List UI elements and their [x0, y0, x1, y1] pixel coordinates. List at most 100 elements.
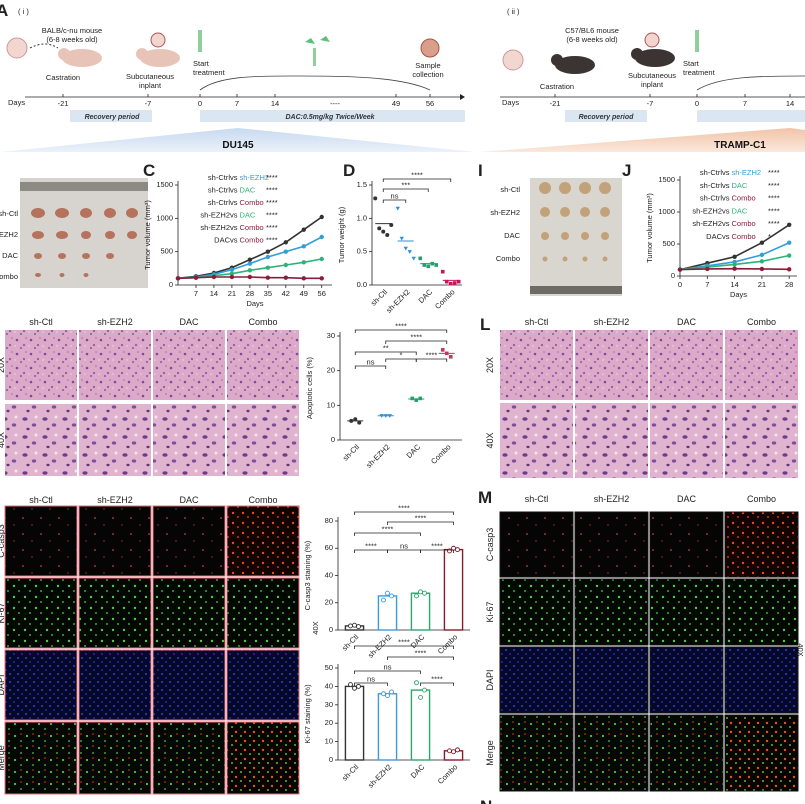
tick-label: -21: [58, 99, 69, 108]
micrograph: [226, 577, 300, 649]
x-tick-label: sh-EZH2: [384, 287, 411, 314]
y-tick-label: 0: [329, 625, 333, 634]
tumor-photo: [20, 178, 622, 296]
magnification: 40X: [311, 621, 320, 634]
y-tick-label: 1000: [658, 207, 675, 216]
point: [759, 252, 765, 258]
comparison-group: Combo: [732, 232, 756, 241]
y-tick-label: 40: [325, 570, 333, 579]
comparison-group: DAC: [214, 236, 230, 245]
x-tick-label: sh-Ctl: [341, 442, 361, 462]
label: Subcutaneous: [628, 71, 676, 80]
significance: ****: [431, 675, 443, 684]
panel-label: A: [0, 1, 8, 20]
point: [349, 418, 354, 423]
comparison-group: Combo: [240, 223, 264, 232]
y-tick-label: 10: [327, 400, 335, 409]
y-axis-title: C-casp3 staining (%): [303, 540, 312, 610]
comparison-group: Combo: [240, 198, 264, 207]
y-tick-label: 10: [325, 737, 333, 746]
micrograph: [227, 404, 299, 476]
significance: ****: [768, 194, 780, 203]
row-label: Combo: [496, 254, 520, 263]
numeral: ( i ): [18, 7, 29, 16]
micrograph: [500, 403, 573, 478]
micrograph: [5, 404, 77, 476]
row-label: sh-Ctl: [0, 209, 18, 218]
significance: ****: [415, 649, 427, 658]
significance: ****: [426, 351, 438, 360]
point: [440, 348, 445, 352]
comparison-group: DAC: [240, 186, 256, 195]
micrograph: [650, 403, 723, 478]
point: [418, 694, 423, 700]
point: [319, 214, 324, 220]
magnification: 40X: [796, 643, 805, 656]
micrograph: [226, 505, 300, 577]
step-label: Castration: [46, 73, 80, 82]
comparison-group: sh-EZH2: [200, 211, 230, 220]
point: [352, 622, 357, 628]
point: [389, 689, 394, 695]
tick-label: ----: [330, 99, 340, 108]
bracket: [354, 670, 421, 674]
row-label: Ki-67: [485, 601, 495, 622]
x-tick-label: 14: [210, 289, 218, 298]
x-axis-title: Days: [730, 290, 747, 299]
micrograph: [152, 721, 226, 795]
comparison-connector: vs: [722, 232, 730, 241]
point: [787, 222, 792, 227]
micrograph: [5, 330, 77, 400]
row-label: sh-EZH2: [490, 208, 520, 217]
x-tick-label: Combo: [436, 762, 459, 785]
column-header: sh-EZH2: [97, 495, 133, 505]
point: [385, 233, 390, 237]
micrograph: [574, 511, 649, 578]
significance: ****: [410, 333, 422, 342]
column-header: DAC: [179, 317, 199, 327]
point: [447, 748, 452, 754]
micrograph: [499, 511, 574, 578]
bracket: [387, 521, 454, 525]
point: [448, 355, 453, 359]
bracket: [382, 199, 407, 203]
point: [379, 414, 384, 418]
tick-label: 56: [426, 99, 434, 108]
tick-label: 0: [198, 99, 202, 108]
point: [455, 747, 460, 753]
comparison-group: sh-EZH2: [732, 168, 762, 177]
point: [247, 268, 253, 273]
y-tick-label: 20: [325, 598, 333, 607]
micrograph: [724, 578, 799, 646]
comparison: vs Combo: [722, 232, 756, 241]
comparison-group: sh-EZH2: [692, 206, 722, 215]
micrograph: [725, 403, 798, 478]
tick-label: -7: [647, 99, 654, 108]
comparison: vs sh-EZH2: [722, 168, 761, 177]
comparison-connector: vs: [722, 168, 730, 177]
bar: [410, 592, 431, 631]
label: C57/BL6 mouse: [565, 26, 619, 35]
significance: ****: [266, 211, 278, 220]
point: [356, 624, 361, 630]
label: treatment: [683, 68, 716, 77]
point: [353, 417, 358, 422]
comparison-connector: vs: [722, 181, 730, 190]
y-tick-label: 60: [325, 543, 333, 552]
comparison-connector: vs: [722, 206, 730, 215]
point: [283, 249, 288, 254]
y-axis-title: Tumor weight (g): [337, 206, 346, 263]
point: [385, 590, 390, 596]
y-axis-title: Ki-67 staining (%): [303, 684, 312, 744]
bracket: [382, 178, 452, 182]
row-label: Combo: [0, 272, 18, 281]
row-label: 20X: [485, 357, 495, 373]
axis-title: Days: [8, 98, 25, 107]
significance: ****: [398, 638, 410, 647]
point: [377, 226, 382, 231]
micrograph: [79, 404, 151, 476]
bracket: [420, 682, 454, 686]
tick-label: 49: [392, 99, 400, 108]
point: [422, 263, 427, 267]
micrograph: [4, 721, 78, 795]
